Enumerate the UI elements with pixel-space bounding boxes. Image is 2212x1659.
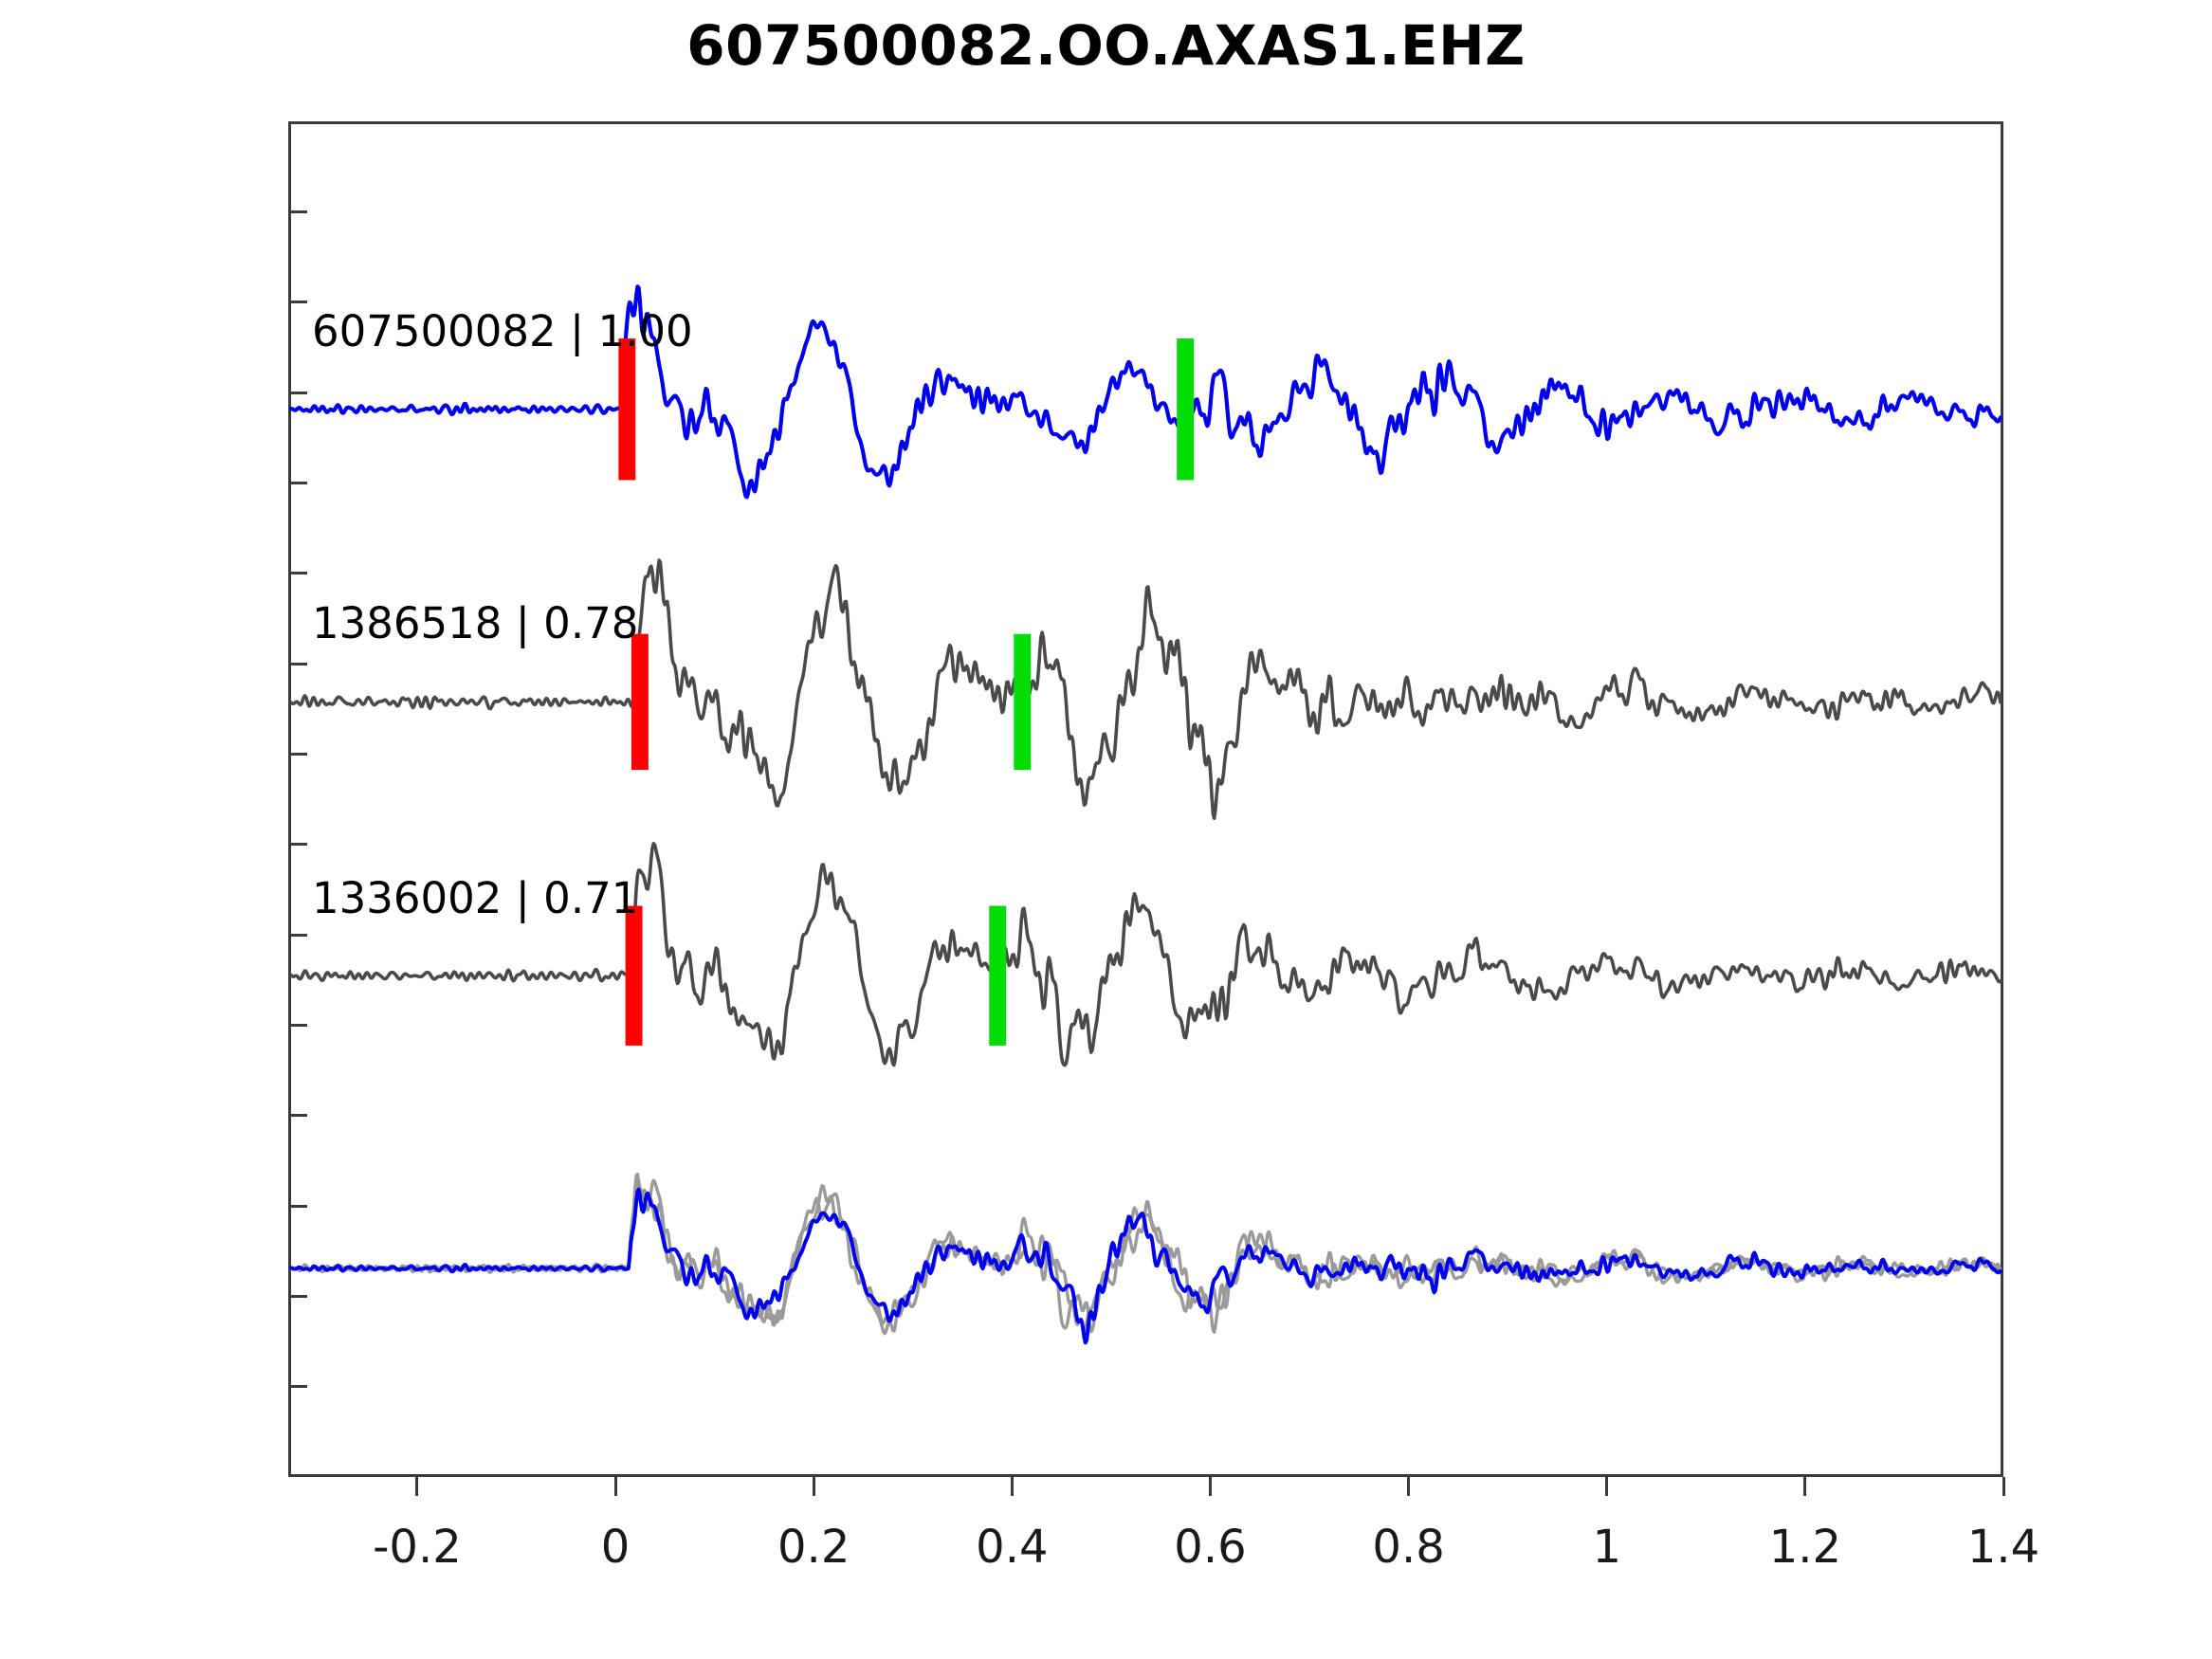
x-tick-label: 0.8 [1372, 1521, 1445, 1574]
x-tick-label: 1.2 [1768, 1521, 1842, 1574]
trace-label-1386518: 1386518 | 0.78 [312, 598, 639, 648]
y-tick-mark [288, 1114, 307, 1118]
y-tick-mark [288, 391, 307, 394]
pick-marker-s-607500082 [1177, 338, 1195, 481]
x-tick-mark [1407, 1477, 1411, 1496]
y-tick-mark [288, 752, 307, 756]
y-tick-mark [288, 1204, 307, 1208]
phase-pick-markers [618, 338, 1195, 1046]
pick-marker-p-1386518 [631, 633, 649, 771]
x-tick-label: 1 [1592, 1521, 1621, 1574]
y-tick-mark [288, 301, 307, 304]
pick-marker-s-1386518 [1014, 633, 1032, 771]
trace-label-1336002: 1336002 | 0.71 [312, 873, 639, 923]
x-tick-mark [1605, 1477, 1609, 1496]
y-tick-mark [288, 662, 307, 665]
y-tick-mark [288, 210, 307, 213]
trace-label-607500082: 607500082 | 1.00 [312, 306, 693, 356]
x-tick-mark [613, 1477, 617, 1496]
x-tick-mark [1208, 1477, 1212, 1496]
y-tick-mark [288, 933, 307, 937]
x-tick-label: 0 [600, 1521, 631, 1574]
y-tick-mark [288, 1385, 307, 1389]
waveform-canvas [288, 124, 2003, 1474]
x-tick-mark [415, 1477, 419, 1496]
x-tick-mark [1010, 1477, 1014, 1496]
x-tick-label: 1.4 [1966, 1521, 2040, 1574]
y-tick-mark [288, 1023, 307, 1027]
x-tick-label: 0.4 [976, 1521, 1049, 1574]
trace-line-607500082 [288, 284, 2003, 500]
pick-marker-p-1336002 [625, 905, 643, 1046]
y-tick-mark [288, 481, 307, 484]
x-tick-label: -0.2 [373, 1521, 462, 1574]
y-tick-mark [288, 1294, 307, 1298]
x-tick-label: 0.2 [777, 1521, 850, 1574]
plot-area: 607500082 | 1.00 1386518 | 0.78 1336002 … [288, 121, 2003, 1477]
waveform-traces [288, 284, 2003, 1345]
overlay-trace-blue [289, 1187, 2002, 1345]
x-tick-mark [2002, 1477, 2005, 1496]
pick-marker-s-1336002 [989, 905, 1007, 1046]
page-title: 607500082.OO.AXAS1.EHZ [686, 13, 1526, 78]
trace-line-1336002 [289, 842, 2002, 1067]
y-tick-mark [288, 572, 307, 575]
x-tick-mark [812, 1477, 815, 1496]
y-tick-mark [288, 843, 307, 847]
trace-line-1386518 [289, 558, 2002, 821]
x-tick-mark [1803, 1477, 1807, 1496]
x-tick-label: 0.6 [1174, 1521, 1247, 1574]
pick-marker-p-607500082 [618, 338, 636, 481]
